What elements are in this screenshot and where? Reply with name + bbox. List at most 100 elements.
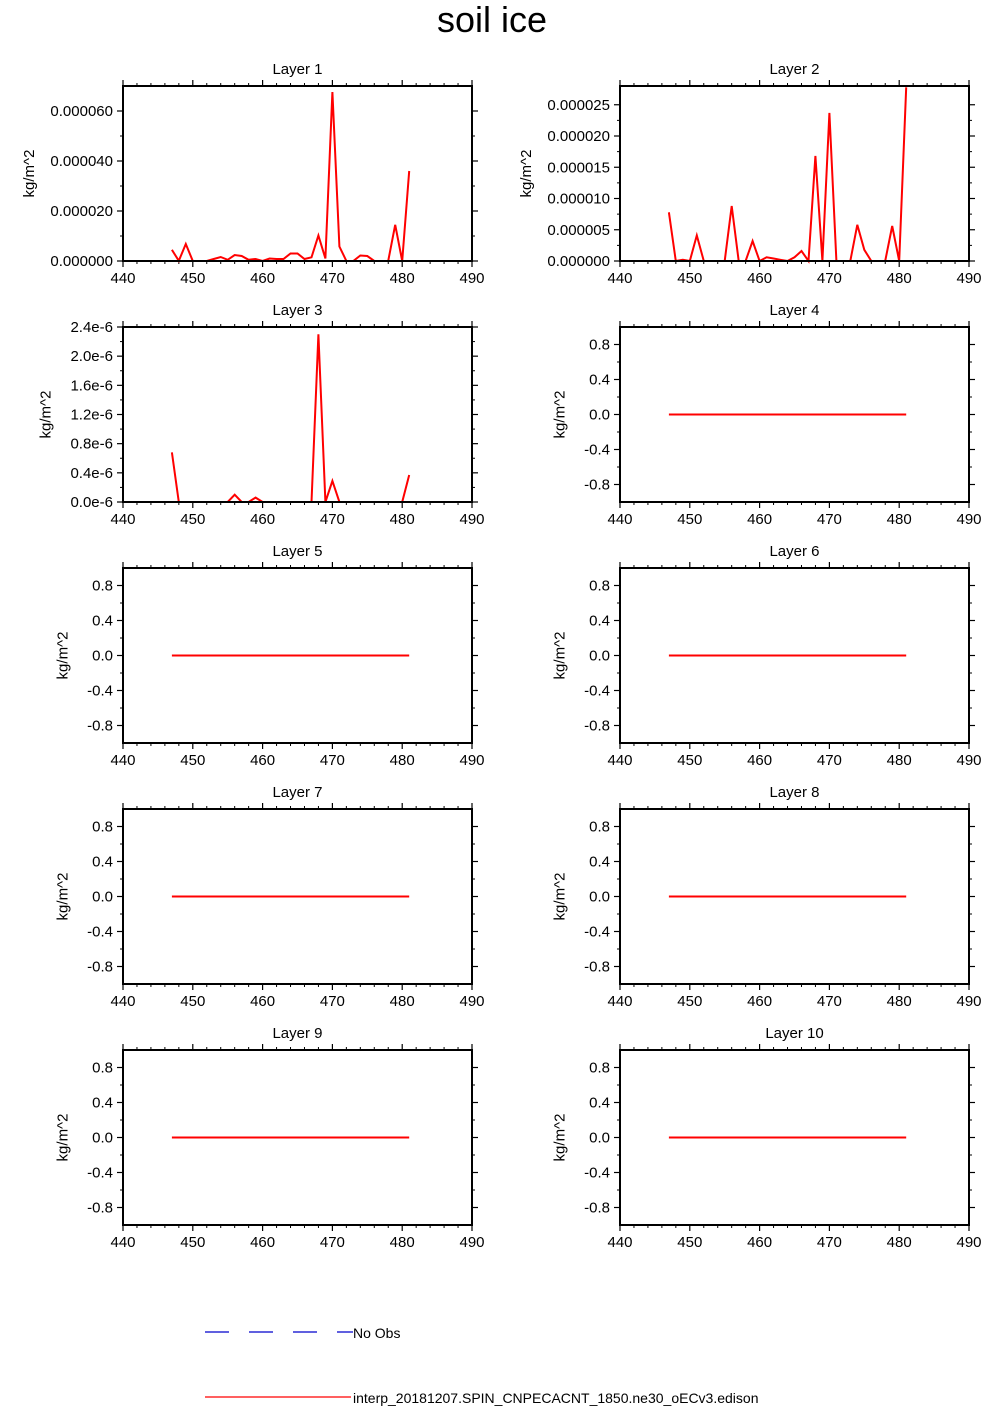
layer-8-xtick-label: 480 [887,993,912,1010]
layer-8-ytick-label: -0.8 [584,959,610,976]
layer-1-xtick-label: 450 [180,270,205,287]
layer-1-xtick-label: 470 [320,270,345,287]
layer-3-ytick-label: 1.6e-6 [70,377,113,394]
layer-5-xtick-label: 490 [459,752,484,769]
layer-10-ytick-label: -0.8 [584,1200,610,1217]
layer-3-plot-frame [122,326,473,503]
layer-8-xtick-label: 470 [817,993,842,1010]
layer-3-ytick-label: 2.4e-6 [70,319,113,336]
layer-10-plot-frame [619,1049,970,1226]
layer-10-ytick-label: -0.4 [584,1165,610,1182]
layer-7-xtick-label: 480 [390,993,415,1010]
layer-4-plot-frame [619,326,970,503]
layer-3-xtick-label: 460 [250,511,275,528]
layer-8-ylabel: kg/m^2 [551,873,568,921]
layer-1-ytick-label: 0.000040 [50,153,113,170]
layer-2-ytick-label: 0.000020 [547,128,610,145]
layer-9-xtick-label: 490 [459,1234,484,1251]
layer-1-ytick-label: 0.000000 [50,253,113,270]
layer-5-ytick-label: 0.0 [92,648,113,665]
layer-3-series-line [170,334,411,503]
layer-5-ytick-label: -0.4 [87,683,113,700]
layer-9-ytick-label: -0.4 [87,1165,113,1182]
layer-4-ytick-label: 0.8 [589,337,610,354]
layer-5-plot-frame [122,567,473,744]
layer-3-ytick-label: 2.0e-6 [70,348,113,365]
layer-8-xtick-label: 440 [607,993,632,1010]
legend-swatch-obs [205,1331,353,1333]
layer-2-ytick-label: 0.000010 [547,191,610,208]
layer-10-xtick-label: 490 [956,1234,981,1251]
layer-2-xtick-label: 450 [677,270,702,287]
layer-10-ylabel: kg/m^2 [551,1114,568,1162]
layer-10-xtick-label: 460 [747,1234,772,1251]
layer-8-xtick-label: 490 [956,993,981,1010]
layer-1-series-line [171,91,411,263]
layer-10-ytick-label: 0.0 [589,1130,610,1147]
layer-9-plot-frame [122,1049,473,1226]
layer-4-xtick-label: 460 [747,511,772,528]
layer-2-plot-frame [619,85,970,262]
layer-7-title: Layer 7 [272,784,322,801]
layer-5-xtick-label: 470 [320,752,345,769]
layer-10-xtick-label: 470 [817,1234,842,1251]
layer-3-title: Layer 3 [272,302,322,319]
layer-9-ytick-label: 0.4 [92,1095,113,1112]
layer-5-ylabel: kg/m^2 [54,632,71,680]
layer-8-ytick-label: 0.4 [589,854,610,871]
legend-label-obs: No Obs [353,1325,401,1341]
layer-9-xtick-label: 480 [390,1234,415,1251]
layer-7-ytick-label: 0.0 [92,889,113,906]
layer-2-xtick-label: 480 [887,270,912,287]
chart-panels: Layer 1 440 450 460 470 480 490 0.000000 0.00002… [21,61,982,1251]
layer-6-ytick-label: 0.4 [589,613,610,630]
layer-3-ytick-label: 1.2e-6 [70,407,113,424]
layer-7-ytick-label: -0.4 [87,924,113,941]
layer-1-ytick-label: 0.000060 [50,103,113,120]
layer-7-ytick-label: 0.8 [92,819,113,836]
layer-4-ytick-label: 0.0 [589,407,610,424]
layer-3-ytick-label: 0.8e-6 [70,436,113,453]
layer-2-ylabel: kg/m^2 [518,150,535,198]
layer-5-title: Layer 5 [272,543,322,560]
layer-9-ylabel: kg/m^2 [54,1114,71,1162]
legend-label-model: interp_20181207.SPIN_CNPECACNT_1850.ne30… [353,1390,759,1406]
layer-1-title: Layer 1 [272,61,322,78]
layer-5-xtick-label: 440 [110,752,135,769]
layer-3-ytick-label: 0.0e-6 [70,494,113,511]
layer-2-ytick-label: 0.000025 [547,97,610,114]
figure-title: soil ice [436,0,548,40]
layer-7-xtick-label: 470 [320,993,345,1010]
layer-7-ylabel: kg/m^2 [54,873,71,921]
layer-5-ytick-label: -0.8 [87,718,113,735]
layer-4-xtick-label: 490 [956,511,981,528]
layer-9-xtick-label: 470 [320,1234,345,1251]
layer-7-ytick-label: 0.4 [92,854,113,871]
layer-2-ytick-label: 0.000005 [547,222,610,239]
layer-9-xtick-label: 440 [110,1234,135,1251]
layer-3-ytick-label: 0.4e-6 [70,465,113,482]
layer-1-xtick-label: 480 [390,270,415,287]
layer-3-xtick-label: 480 [390,511,415,528]
layer-5-xtick-label: 480 [390,752,415,769]
layer-6-plot-frame [619,567,970,744]
layer-4-ytick-label: 0.4 [589,372,610,389]
layer-2-xtick-label: 470 [817,270,842,287]
layer-6-ytick-label: 0.8 [589,578,610,595]
layer-9-xtick-label: 460 [250,1234,275,1251]
layer-8-ytick-label: 0.0 [589,889,610,906]
layer-10-xtick-label: 450 [677,1234,702,1251]
layer-4-ytick-label: -0.8 [584,477,610,494]
layer-6-xtick-label: 450 [677,752,702,769]
layer-4-xtick-label: 450 [677,511,702,528]
layer-9-title: Layer 9 [272,1025,322,1042]
layer-10-ytick-label: 0.4 [589,1095,610,1112]
layer-8-ytick-label: -0.4 [584,924,610,941]
layer-3-xtick-label: 490 [459,511,484,528]
layer-2-xtick-label: 440 [607,270,632,287]
layer-1-xtick-label: 460 [250,270,275,287]
layer-6-title: Layer 6 [769,543,819,560]
layer-4-title: Layer 4 [769,302,819,319]
layer-5-xtick-label: 450 [180,752,205,769]
layer-10-xtick-label: 480 [887,1234,912,1251]
